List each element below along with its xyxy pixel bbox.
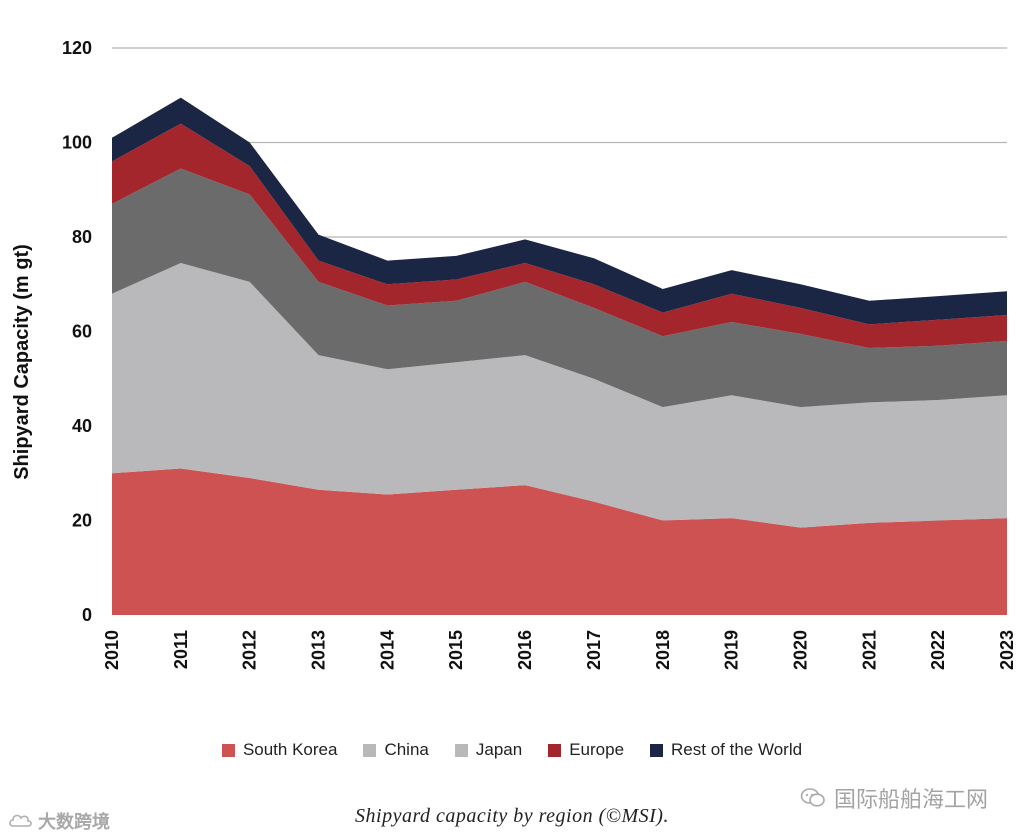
y-tick-label-20: 20 bbox=[72, 511, 92, 531]
watermark-left: 大数跨境 bbox=[8, 808, 110, 834]
legend-label-china: China bbox=[384, 740, 429, 759]
legend-swatch-japan bbox=[454, 743, 468, 757]
x-tick-label-2022: 2022 bbox=[928, 630, 948, 670]
legend-label-south-korea: South Korea bbox=[242, 740, 338, 759]
y-tick-label-100: 100 bbox=[62, 133, 92, 153]
x-tick-label-2011: 2011 bbox=[171, 630, 191, 669]
x-tick-label-2013: 2013 bbox=[309, 630, 329, 670]
x-tick-label-2021: 2021 bbox=[859, 630, 879, 670]
legend-item-south-korea: South Korea bbox=[221, 740, 338, 760]
legend-swatch-south-korea bbox=[221, 743, 235, 757]
watermark-left-text: 大数跨境 bbox=[38, 812, 110, 832]
x-tick-label-2016: 2016 bbox=[515, 630, 535, 670]
y-tick-label-60: 60 bbox=[72, 322, 92, 342]
area-europe bbox=[112, 123, 1007, 348]
wechat-icon bbox=[800, 788, 825, 807]
x-tick-label-2020: 2020 bbox=[791, 630, 811, 670]
x-axis-ticks: 2010 2011 2012 2013 2014 2015 2016 2017 2018 2019… bbox=[102, 630, 1017, 670]
y-axis-label: Shipyard Capacity (m gt) bbox=[11, 244, 33, 480]
y-tick-label-40: 40 bbox=[72, 416, 92, 436]
watermark-right-text: 国际船舶海工网 bbox=[833, 787, 988, 812]
x-tick-label-2014: 2014 bbox=[377, 630, 397, 670]
legend-swatch-europe bbox=[548, 743, 562, 757]
stacked-area-chart: 0 20 40 60 80 100 120 2010 2011 2012 2013 2014 2015… bbox=[11, 38, 1017, 670]
legend-label-rest-of-world: Rest of the World bbox=[671, 740, 803, 759]
area-series-group bbox=[112, 97, 1007, 615]
legend-swatch-rest-of-world bbox=[650, 743, 664, 757]
legend-item-rest-of-world: Rest of the World bbox=[650, 740, 802, 760]
legend-item-europe: Europe bbox=[548, 740, 624, 760]
area-china bbox=[112, 263, 1007, 528]
area-rest-of-the-world bbox=[112, 97, 1007, 325]
legend-label-europe: Europe bbox=[569, 740, 625, 759]
area-japan bbox=[112, 168, 1007, 408]
legend-swatch-china bbox=[363, 743, 377, 757]
x-tick-label-2017: 2017 bbox=[584, 630, 604, 670]
x-tick-label-2023: 2023 bbox=[997, 630, 1017, 670]
x-tick-label-2018: 2018 bbox=[653, 630, 673, 670]
area-south-korea bbox=[112, 468, 1007, 615]
x-tick-label-2010: 2010 bbox=[102, 630, 122, 670]
cloud-logo-icon bbox=[9, 814, 32, 827]
legend-item-japan: Japan bbox=[454, 740, 523, 760]
watermark-right: 国际船舶海工网 bbox=[800, 782, 988, 814]
y-axis-ticks: 0 20 40 60 80 100 120 bbox=[62, 38, 92, 625]
x-tick-label-2015: 2015 bbox=[446, 630, 466, 670]
legend-item-china: China bbox=[363, 740, 429, 760]
y-tick-label-80: 80 bbox=[72, 227, 92, 247]
legend: South Korea China Japan Europe Rest of t… bbox=[0, 740, 1024, 760]
x-tick-label-2012: 2012 bbox=[240, 630, 260, 670]
figure-caption: Shipyard capacity by region (©MSI). bbox=[355, 805, 669, 827]
y-tick-label-120: 120 bbox=[62, 38, 92, 58]
x-tick-label-2019: 2019 bbox=[722, 630, 742, 670]
legend-label-japan: Japan bbox=[475, 740, 523, 759]
y-tick-label-0: 0 bbox=[82, 605, 92, 625]
